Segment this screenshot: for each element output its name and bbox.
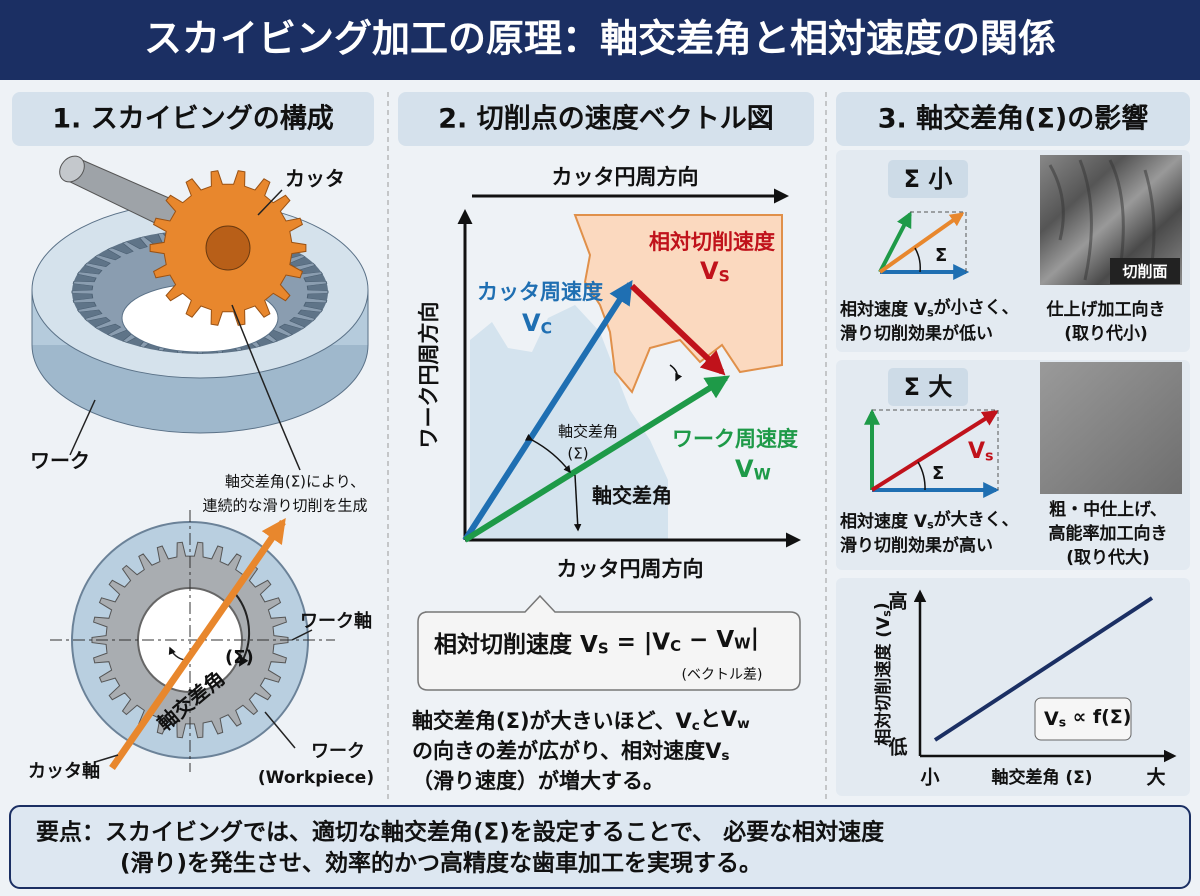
graph-label: 低 <box>887 736 907 759</box>
case-use: (取り代小) <box>1064 323 1148 344</box>
text-run: V <box>522 309 541 337</box>
graph-label: 高 <box>888 590 907 613</box>
case-text: 相対速度 Vsが小さく、 <box>840 297 1019 320</box>
case-text: 滑り切削効果が高い <box>840 535 993 556</box>
label: (Workpiece) <box>258 768 374 788</box>
axis-label: ワーク円周方向 <box>417 302 441 449</box>
explanation: 軸交差角(Σ)が大きいほど、VcとVw <box>412 707 750 734</box>
formula: 相対切削速度 VS = |VC − VW| <box>434 624 759 657</box>
vector-diagram <box>417 188 801 691</box>
graph-axis-label: 軸交差角 (Σ) <box>991 767 1092 788</box>
case-use: 高能率加工向き <box>1049 523 1168 544</box>
vector-label: 相対切削速度 <box>649 230 775 254</box>
text-run: ) <box>872 602 892 610</box>
subscript: w <box>737 716 750 732</box>
vector-symbol: Vs <box>968 439 994 464</box>
text-run: = |V <box>609 629 671 655</box>
subscript: s <box>721 748 729 764</box>
vector-label: ワーク周速度 <box>672 427 798 451</box>
text-run: が小さく、 <box>934 297 1019 318</box>
angle-label: Σ <box>932 463 944 484</box>
graph-label: 小 <box>920 767 939 789</box>
graph-axis-label: 相対切削速度 (Vs) <box>872 602 894 745</box>
subscript: W <box>754 465 771 483</box>
subscript: S <box>719 267 730 285</box>
text-run: 相対速度 V <box>840 299 928 320</box>
subscript: S <box>598 639 609 657</box>
label: カッタ <box>285 167 345 191</box>
angle-label: 軸交差角 <box>558 423 618 441</box>
text-run: V <box>735 455 754 483</box>
vector-symbol: VW <box>735 455 771 483</box>
text-run: 軸交差角(Σ)が大きいほど、V <box>412 709 692 733</box>
text-run: 相対切削速度 (V <box>873 616 894 746</box>
subscript: C <box>541 319 552 337</box>
angle-effect <box>836 150 1190 796</box>
relation: Vs ∝ f(Σ) <box>1044 706 1131 730</box>
panel-title: 1. スカイビングの構成 <box>52 103 333 135</box>
text-run: 滑り切削効果が高い <box>840 535 993 556</box>
subscript: C <box>670 637 681 655</box>
angle-label: Σ <box>935 245 947 266</box>
formula-note: (ベクトル差) <box>682 667 763 683</box>
text-run: V <box>700 257 719 285</box>
text-run: 相対切削速度 V <box>434 631 598 658</box>
axis-label: カッタ円周方向 <box>557 557 704 581</box>
header-bg <box>0 0 1200 80</box>
text-run: とV <box>700 707 738 731</box>
vector-symbol: VC <box>522 309 552 337</box>
label: (Σ) <box>225 647 254 668</box>
text-run: − V <box>681 627 734 653</box>
text-run: 相対速度 V <box>840 511 928 532</box>
panel-title: 2. 切削点の速度ベクトル図 <box>438 103 773 135</box>
subscript: s <box>985 448 994 464</box>
subscript: W <box>734 635 751 653</box>
image-label: 切削面 <box>1122 263 1167 281</box>
case-use: (取り代大) <box>1066 547 1150 568</box>
text-run: の向きの差が広がり、相対速度V <box>412 739 722 763</box>
label: カッタ軸 <box>28 760 100 782</box>
angle-label: (Σ) <box>567 445 588 463</box>
footer-text: (滑り)を発生させ、効率的かつ高精度な歯車加工を実現する。 <box>120 850 762 877</box>
text-run: （滑り速度）が増大する。 <box>412 769 664 793</box>
subscript: s <box>880 610 893 617</box>
explanation: の向きの差が広がり、相対速度Vs <box>412 739 730 764</box>
case-text: 滑り切削効果が低い <box>840 323 993 344</box>
text-run: 滑り切削効果が低い <box>840 323 993 344</box>
panel-title-bg <box>398 92 814 146</box>
label: ワーク <box>311 741 365 762</box>
panel-title-bg <box>836 92 1190 146</box>
panel-title-bg <box>12 92 374 146</box>
case-use: 仕上げ加工向き <box>1046 299 1166 320</box>
subscript: s <box>927 306 934 319</box>
text-run: ∝ f(Σ) <box>1066 706 1131 728</box>
text-run: V <box>968 439 985 464</box>
title: スカイビング加工の原理：軸交差角と相対速度の関係 <box>144 17 1056 61</box>
case-label: Σ 大 <box>904 373 953 401</box>
label: ワーク軸 <box>300 610 372 632</box>
label: ワーク <box>30 449 90 473</box>
case-text: 相対速度 Vsが大きく、 <box>840 509 1019 532</box>
note: 軸交差角(Σ)により、 <box>225 473 365 491</box>
axis-label: カッタ円周方向 <box>552 165 699 189</box>
angle-label: 軸交差角 <box>592 484 672 508</box>
graph-label: 大 <box>1146 766 1165 789</box>
subscript: s <box>927 518 934 531</box>
explanation: （滑り速度）が増大する。 <box>412 769 664 793</box>
skiving-setup <box>31 155 369 772</box>
footer-bg <box>9 805 1191 889</box>
vector-symbol: VS <box>700 257 730 285</box>
panel-title: 3. 軸交差角(Σ)の影響 <box>878 103 1149 135</box>
subscript: c <box>692 718 700 734</box>
case-label: Σ 小 <box>904 165 953 193</box>
vector-label: カッタ周速度 <box>477 280 603 304</box>
subscript: s <box>1059 715 1066 729</box>
text-run: | <box>751 624 759 650</box>
case-use: 粗・中仕上げ、 <box>1049 499 1167 520</box>
text-run: が大きく、 <box>934 509 1019 530</box>
footer-text: 要点：スカイビングでは、適切な軸交差角(Σ)を設定することで、 必要な相対速度 <box>36 819 885 846</box>
note: 連続的な滑り切削を生成 <box>202 497 367 515</box>
text-run: V <box>1044 708 1059 730</box>
